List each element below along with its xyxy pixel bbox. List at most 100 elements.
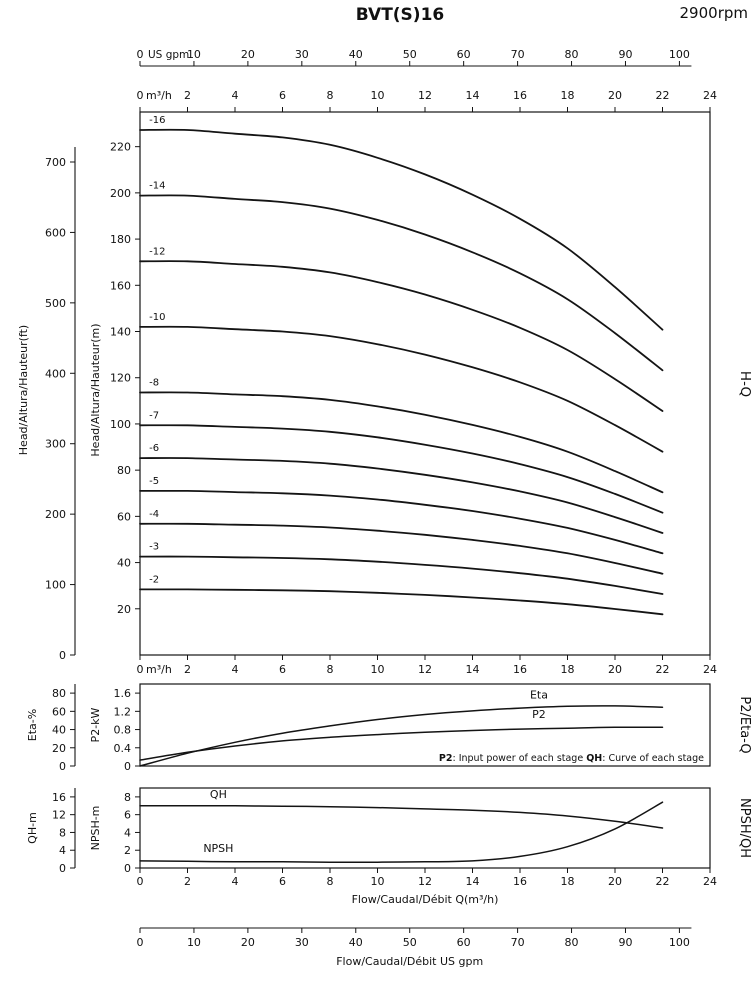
usgpm-bottom-tick-label: 40 [349,936,363,949]
curve-stage-5 [139,489,664,555]
stage-label-7: -7 [149,410,159,421]
m3h-main-bottom-tick-label: 20 [608,663,622,676]
usgpm-bottom-tick-label: 20 [241,936,255,949]
curve-stage-16 [139,128,664,331]
curve-stage-8 [139,391,664,494]
npsh-tick-label: 8 [124,791,131,804]
curve-stage-2 [139,588,664,616]
usgpm-bottom-tick-label: 80 [565,936,579,949]
p2-curve-label: P2 [532,708,546,721]
m3h-bottom-tick-label: 4 [232,875,239,888]
m3h-bottom-tick-label: 10 [371,875,385,888]
eta-tick-label: 20 [52,742,66,755]
stage-label-10: -10 [149,312,165,323]
eta-tick-label: 40 [52,724,66,737]
p2-axis-label: P2-kW [89,707,102,742]
m3h-top-tick-label: 4 [232,89,239,102]
head-ft-tick-label: 500 [45,297,66,310]
curve-npsh [139,801,664,864]
middle-chart-note: P2: Input power of each stage QH: Curve … [439,753,704,764]
stage-label-4: -4 [149,509,159,520]
m3h-bottom-tick-label: 18 [561,875,575,888]
head-ft-tick-label: 300 [45,438,66,451]
m3h-main-bottom-tick-label: 18 [561,663,575,676]
chart-title: BVT(S)16 [356,5,444,25]
usgpm-bottom-tick-label: 60 [457,936,471,949]
m3h-top-tick-label: 6 [279,89,286,102]
m3h-bottom-tick-label: 22 [656,875,670,888]
m3h-main-bottom-tick-label: 0 [137,663,144,676]
head-m-tick-label: 100 [110,418,131,431]
stage-label-6: -6 [149,443,159,454]
middle-right-label: P2/Eta-Q [737,696,752,753]
curve-stage-14 [139,194,664,372]
middle-chart-frame [139,683,711,767]
m3h-main-bottom-tick-label: 2 [184,663,191,676]
flow-usgpm-axis-label: Flow/Caudal/Débit US gpm [336,955,483,968]
eta-axis-label: Eta-% [26,709,39,741]
stage-label-16: -16 [149,115,165,126]
head-m-tick-label: 220 [110,141,131,154]
p2-tick-label: 1.6 [114,687,132,700]
qh-tick-label: 0 [59,862,66,875]
m3h-bottom-tick-label: 8 [327,875,334,888]
m3h-main-bottom-tick-label: 22 [656,663,670,676]
m3h-main-bottom-tick-label: 8 [327,663,334,676]
head-ft-tick-label: 700 [45,156,66,169]
usgpm-top-tick-label: 80 [565,48,579,61]
main-right-label: H-Q [737,371,753,397]
head-m-tick-label: 60 [117,510,131,523]
curve-qh [139,805,664,829]
p2-tick-label: 0.8 [114,724,132,737]
m3h-top-tick-label: 20 [608,89,622,102]
stage-label-2: -2 [149,574,159,585]
m3h-main-bottom-unit-label: m³/h [146,663,172,676]
m3h-bottom-tick-label: 12 [418,875,432,888]
qh-curve-label: QH [210,788,227,801]
usgpm-top-tick-label: 20 [241,48,255,61]
m3h-bottom-tick-label: 20 [608,875,622,888]
head-ft-tick-label: 400 [45,367,66,380]
usgpm-top-tick-label: 100 [669,48,690,61]
qh-tick-label: 16 [52,791,66,804]
curve-stage-4 [139,522,664,575]
usgpm-bottom-tick-label: 70 [511,936,525,949]
head-m-tick-label: 20 [117,603,131,616]
m3h-top-tick-label: 0 [137,89,144,102]
p2-tick-label: 1.2 [114,705,132,718]
usgpm-bottom-tick-label: 90 [618,936,632,949]
qh-tick-label: 12 [52,809,66,822]
stage-label-8: -8 [149,378,159,389]
head-m-tick-label: 140 [110,326,131,339]
npsh-tick-label: 0 [124,862,131,875]
m3h-bottom-tick-label: 2 [184,875,191,888]
qh-tick-label: 4 [59,844,66,857]
m3h-main-bottom-tick-label: 4 [232,663,239,676]
npsh-tick-label: 4 [124,826,131,839]
m3h-top-tick-label: 16 [513,89,527,102]
usgpm-bottom-tick-label: 0 [137,936,144,949]
head-m-tick-label: 200 [110,187,131,200]
qh-tick-label: 8 [59,826,66,839]
curve-stage-12 [139,260,664,412]
usgpm-bottom-tick-label: 10 [187,936,201,949]
usgpm-top-tick-label: 40 [349,48,363,61]
qh-axis-label: QH-m [26,812,39,844]
m3h-top-tick-label: 12 [418,89,432,102]
curve-stage-10 [139,325,664,453]
head-m-tick-label: 40 [117,557,131,570]
m3h-top-tick-label: 14 [466,89,480,102]
head-m-tick-label: 120 [110,372,131,385]
bottom-right-label: NPSH/QH [737,798,752,858]
usgpm-top-tick-label: 50 [403,48,417,61]
head-ft-tick-label: 0 [59,649,66,662]
curve-stage-3 [139,555,664,595]
main-chart-frame [139,111,711,656]
m3h-top-tick-label: 10 [371,89,385,102]
m3h-top-tick-label: 18 [561,89,575,102]
p2-tick-label: 0.4 [114,742,132,755]
stage-label-14: -14 [149,181,165,192]
eta-curve-label: Eta [530,689,548,702]
